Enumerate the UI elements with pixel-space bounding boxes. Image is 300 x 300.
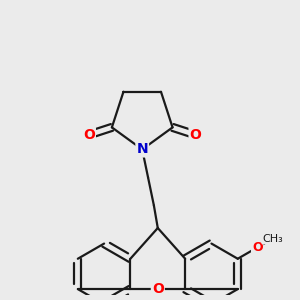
Text: O: O bbox=[152, 282, 164, 296]
Text: CH₃: CH₃ bbox=[262, 234, 283, 244]
Text: O: O bbox=[83, 128, 95, 142]
Text: O: O bbox=[190, 128, 201, 142]
Text: O: O bbox=[252, 241, 262, 254]
Text: N: N bbox=[136, 142, 148, 156]
